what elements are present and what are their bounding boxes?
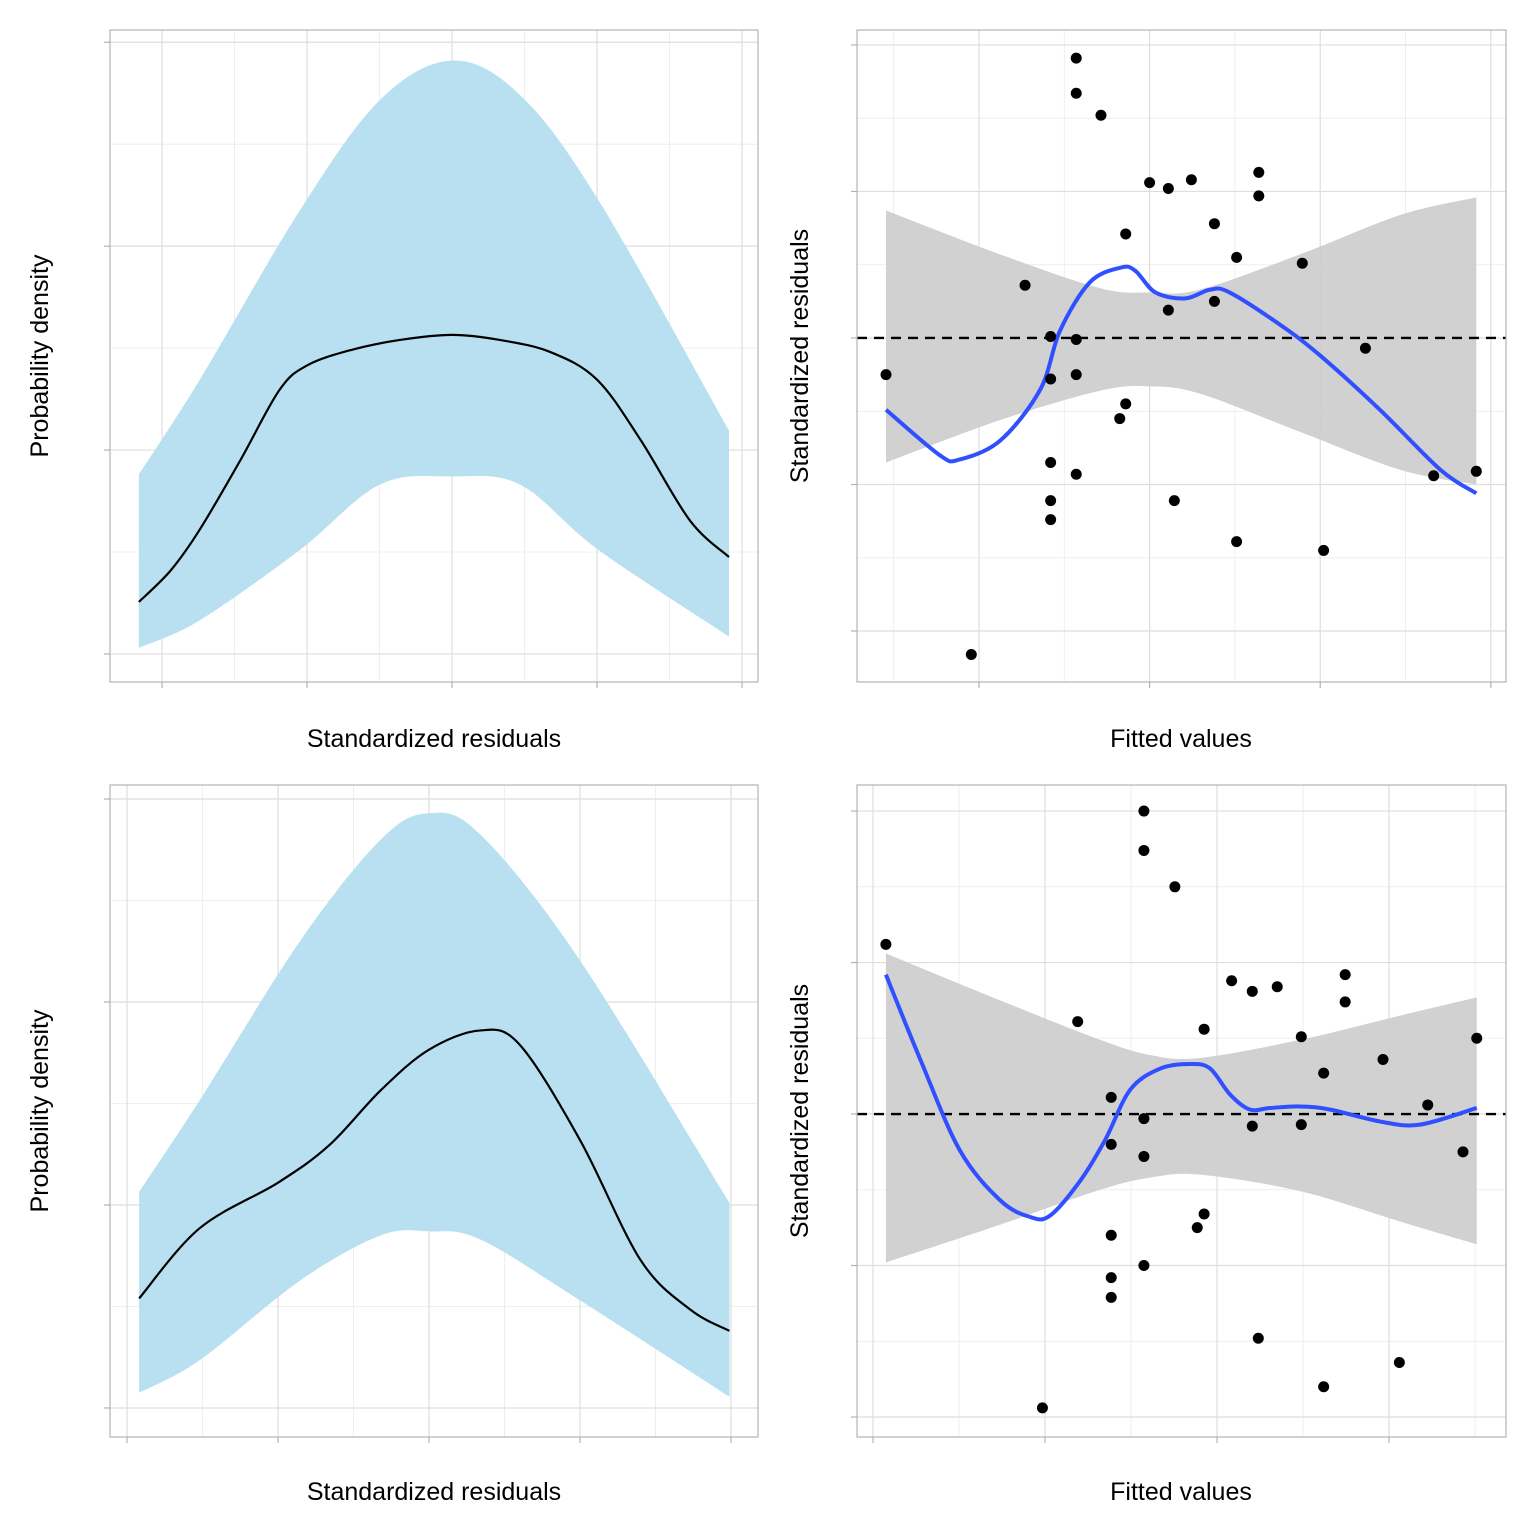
data-point bbox=[1105, 1272, 1117, 1284]
confidence-band bbox=[885, 953, 1477, 1263]
data-point bbox=[1045, 331, 1057, 343]
data-point bbox=[1120, 398, 1132, 410]
data-point bbox=[1185, 174, 1197, 186]
data-point bbox=[1428, 470, 1440, 482]
data-point bbox=[1036, 1402, 1048, 1414]
data-point bbox=[1070, 52, 1082, 64]
density-line bbox=[138, 1028, 730, 1332]
panel-border bbox=[109, 784, 759, 1438]
data-point bbox=[1144, 177, 1156, 189]
data-point bbox=[1019, 279, 1031, 291]
data-point bbox=[880, 369, 892, 381]
data-point bbox=[880, 938, 892, 950]
data-point bbox=[1359, 342, 1371, 354]
data-point bbox=[1138, 1260, 1150, 1272]
data-point bbox=[1168, 495, 1180, 507]
data-point bbox=[1105, 1291, 1117, 1303]
y-axis-title: Standardized residuals bbox=[786, 984, 814, 1238]
loess-smooth-line bbox=[884, 973, 1478, 1222]
data-point bbox=[1318, 1067, 1330, 1079]
data-point bbox=[1271, 981, 1283, 993]
data-point bbox=[1422, 1099, 1434, 1111]
data-point bbox=[1295, 1119, 1307, 1131]
data-point bbox=[1231, 251, 1243, 263]
data-point bbox=[1070, 87, 1082, 99]
panel-border bbox=[109, 29, 759, 683]
density-panel-top: Standardized residuals Probability densi… bbox=[26, 29, 759, 753]
density-panel-bottom: Standardized residuals Probability densi… bbox=[26, 784, 759, 1506]
data-point bbox=[1253, 190, 1265, 202]
data-point bbox=[1138, 1150, 1150, 1162]
data-point bbox=[1070, 369, 1082, 381]
data-point bbox=[1138, 805, 1150, 817]
data-point bbox=[1045, 514, 1057, 526]
data-point bbox=[1162, 304, 1174, 316]
data-point bbox=[1114, 413, 1126, 425]
data-point bbox=[1296, 257, 1308, 269]
x-axis-title: Fitted values bbox=[1110, 725, 1252, 753]
confidence-band bbox=[138, 60, 730, 648]
data-point bbox=[1198, 1023, 1210, 1035]
panel-border bbox=[856, 784, 1507, 1438]
data-point bbox=[1471, 1032, 1483, 1044]
plot-area bbox=[109, 784, 759, 1438]
data-point bbox=[1045, 457, 1057, 469]
y-axis-title: Standardized residuals bbox=[786, 229, 814, 483]
plot-area bbox=[856, 29, 1507, 683]
data-point bbox=[1318, 1381, 1330, 1393]
data-point bbox=[1138, 844, 1150, 856]
data-point bbox=[1208, 218, 1220, 230]
data-point bbox=[1252, 1332, 1264, 1344]
data-point bbox=[1105, 1229, 1117, 1241]
data-point bbox=[1226, 975, 1238, 987]
data-point bbox=[1045, 373, 1057, 385]
panel-border bbox=[856, 29, 1507, 683]
data-point bbox=[1246, 1120, 1258, 1132]
residual-scatter-panel-bottom: Fitted values Standardized residuals bbox=[786, 784, 1507, 1506]
data-point bbox=[1138, 1113, 1150, 1125]
data-point bbox=[1105, 1091, 1117, 1103]
data-point bbox=[1045, 495, 1057, 507]
data-point bbox=[1339, 996, 1351, 1008]
data-point bbox=[1393, 1356, 1405, 1368]
data-point bbox=[1095, 109, 1107, 121]
plot-area bbox=[856, 784, 1507, 1438]
data-point bbox=[1231, 536, 1243, 548]
data-point bbox=[1070, 468, 1082, 480]
data-point bbox=[1169, 881, 1181, 893]
x-axis-title: Standardized residuals bbox=[307, 725, 561, 753]
confidence-band bbox=[139, 812, 730, 1397]
confidence-band bbox=[886, 197, 1477, 485]
data-point bbox=[1318, 544, 1330, 556]
data-point bbox=[1470, 465, 1482, 477]
density-line bbox=[138, 333, 730, 603]
data-point bbox=[1339, 969, 1351, 981]
plot-area bbox=[109, 29, 759, 683]
data-point bbox=[1208, 295, 1220, 307]
data-point bbox=[1191, 1222, 1203, 1234]
loess-smooth-line bbox=[884, 264, 1478, 495]
data-point bbox=[1457, 1146, 1469, 1158]
residual-scatter-panel-top: Fitted values Standardized residuals bbox=[786, 29, 1507, 753]
data-point bbox=[1105, 1138, 1117, 1150]
data-point bbox=[1162, 183, 1174, 195]
data-point bbox=[1070, 333, 1082, 345]
y-axis-title: Probability density bbox=[26, 1009, 54, 1212]
data-point bbox=[1120, 228, 1132, 240]
data-point bbox=[965, 648, 977, 660]
y-axis-title: Probability density bbox=[26, 254, 54, 457]
data-point bbox=[1377, 1053, 1389, 1065]
data-point bbox=[1246, 985, 1258, 997]
x-axis-title: Fitted values bbox=[1110, 1478, 1252, 1506]
data-point bbox=[1253, 166, 1265, 178]
x-axis-title: Standardized residuals bbox=[307, 1478, 561, 1506]
data-point bbox=[1295, 1031, 1307, 1043]
data-point bbox=[1198, 1208, 1210, 1220]
data-point bbox=[1072, 1016, 1084, 1028]
